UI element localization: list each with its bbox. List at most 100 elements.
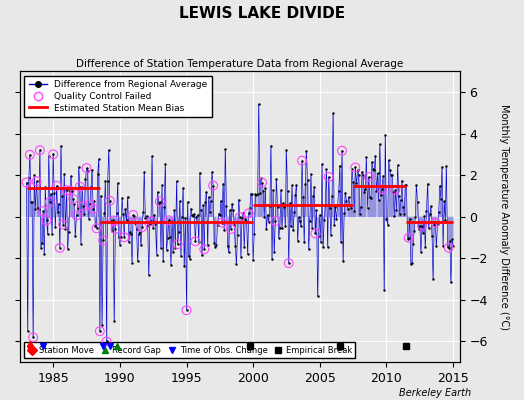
Point [143, 213, 151, 219]
Point [307, 171, 315, 177]
Point [129, 212, 137, 218]
Point [72, 212, 81, 218]
Point [380, 286, 388, 293]
Point [280, 204, 288, 210]
Point [49, 151, 58, 158]
Point [52, 182, 61, 189]
Point [240, 244, 248, 250]
Point [52, 182, 61, 189]
Point [383, 216, 391, 222]
Point [367, 194, 375, 201]
Point [444, 244, 453, 251]
Point [424, 225, 433, 231]
Point [242, 218, 250, 224]
Legend: Station Move, Record Gap, Time of Obs. Change, Empirical Break: Station Move, Record Gap, Time of Obs. C… [24, 342, 355, 358]
Point [313, 293, 322, 299]
Point [74, 164, 83, 170]
Point [233, 232, 242, 238]
Point [361, 185, 369, 192]
Point [216, 212, 224, 219]
Point [207, 198, 215, 204]
Point [319, 244, 328, 250]
Point [91, 223, 100, 229]
Point [54, 201, 63, 207]
Point [340, 209, 348, 216]
Point [327, 232, 335, 238]
Point [282, 147, 291, 154]
Point [89, 206, 97, 212]
Point [429, 276, 438, 282]
Point [60, 170, 69, 177]
Point [436, 196, 445, 202]
Point [200, 246, 209, 252]
Point [70, 201, 79, 207]
Point [256, 190, 264, 196]
Point [439, 242, 447, 249]
Point [212, 242, 221, 248]
Point [261, 185, 269, 191]
Point [133, 226, 141, 232]
Point [269, 187, 277, 193]
Point [356, 211, 364, 217]
Point [135, 231, 143, 238]
Point [381, 132, 389, 138]
Point [83, 168, 92, 174]
Point [378, 186, 386, 192]
Point [321, 202, 330, 208]
Point [303, 177, 312, 184]
Point [107, 218, 115, 224]
Point [99, 237, 107, 244]
Point [127, 230, 135, 237]
Point [440, 198, 449, 205]
Point [360, 189, 368, 196]
Point [376, 141, 384, 147]
Point [138, 224, 146, 230]
Point [34, 205, 42, 212]
Point [180, 263, 189, 270]
Point [209, 182, 217, 189]
Point [362, 154, 370, 160]
Point [359, 172, 367, 178]
Point [249, 257, 257, 264]
Point [232, 261, 241, 267]
Point [374, 170, 382, 176]
Point [335, 162, 344, 169]
Point [323, 244, 332, 250]
Point [441, 217, 450, 223]
Point [92, 225, 101, 232]
Point [168, 218, 176, 224]
Point [204, 194, 213, 200]
Point [192, 214, 201, 220]
Point [96, 328, 104, 334]
Point [222, 203, 231, 209]
Point [387, 172, 395, 178]
Point [121, 206, 129, 212]
Point [285, 260, 293, 266]
Point [291, 192, 300, 198]
Point [111, 226, 119, 232]
Point [49, 151, 58, 158]
Point [231, 243, 239, 249]
Point [165, 217, 173, 224]
Point [26, 152, 34, 158]
Point [302, 148, 311, 154]
Point [271, 218, 280, 224]
Point [141, 215, 149, 222]
Point [102, 338, 111, 345]
Point [432, 243, 441, 249]
Point [324, 174, 333, 180]
Point [24, 328, 32, 334]
Point [79, 203, 88, 210]
Point [182, 307, 191, 314]
Point [236, 214, 244, 220]
Point [149, 225, 157, 231]
Point [369, 166, 377, 173]
Point [82, 165, 91, 171]
Point [87, 184, 95, 190]
Point [190, 210, 199, 217]
Point [32, 178, 41, 184]
Point [405, 234, 413, 241]
Point [378, 186, 386, 192]
Point [259, 188, 267, 194]
Point [420, 213, 429, 220]
